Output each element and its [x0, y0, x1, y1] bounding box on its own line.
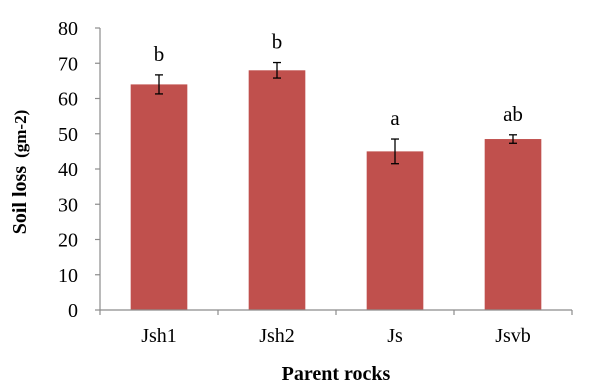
significance-label: ab: [503, 102, 523, 126]
x-tick-label: Jsh1: [141, 325, 177, 347]
bar-jsh2: [248, 70, 306, 310]
y-tick-label: 70: [58, 53, 78, 75]
x-tick-label: Jsh2: [259, 325, 295, 347]
error-bar: [273, 61, 281, 79]
y-tick-label: 30: [58, 194, 78, 216]
y-axis-ticks: 0 10 20 30 40 50 60 70 80: [58, 18, 100, 322]
y-axis-title-main: Soil loss: [9, 166, 31, 235]
bar-jsvb: [484, 139, 542, 310]
x-axis-ticks: Jsh1 Jsh2 Js Jsvb: [99, 310, 573, 347]
x-axis-title: Parent rocks: [282, 363, 391, 385]
error-bar: [155, 74, 163, 95]
significance-label: b: [154, 42, 165, 66]
y-tick-label: 50: [58, 124, 78, 146]
y-tick-label: 40: [58, 159, 78, 181]
x-tick-label: Jsvb: [495, 325, 531, 347]
error-bar: [509, 134, 517, 144]
y-axis-title-unit: (gm-2): [11, 110, 30, 158]
bars: b b a ab: [130, 30, 542, 311]
y-tick-label: 10: [58, 265, 78, 287]
y-tick-label: 20: [58, 230, 78, 252]
y-axis-title: Soil loss (gm-2): [9, 110, 31, 235]
x-tick-label: Js: [387, 325, 403, 347]
significance-label: b: [272, 30, 283, 54]
significance-label: a: [390, 106, 400, 130]
y-tick-label: 60: [58, 89, 78, 111]
y-tick-label: 80: [58, 18, 78, 40]
bar-js: [366, 151, 424, 310]
y-tick-label: 0: [68, 300, 78, 322]
bar-jsh1: [130, 84, 188, 311]
error-bar: [391, 138, 399, 165]
